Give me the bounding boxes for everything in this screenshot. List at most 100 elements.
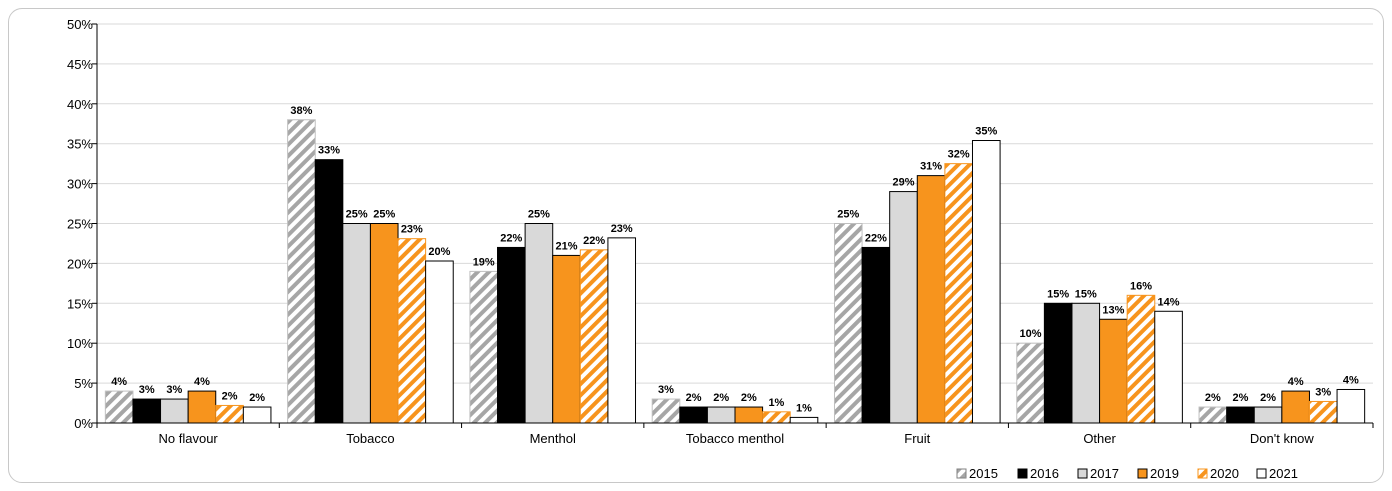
y-tick-label: 15% [67, 296, 93, 311]
data-label-2015-4: 25% [837, 209, 859, 221]
data-label-2021-0: 2% [249, 392, 265, 404]
y-tick-label: 40% [67, 97, 93, 112]
data-label-2017-1: 25% [346, 209, 368, 221]
bar-2019-4 [916, 175, 946, 424]
bar-2017-1 [342, 223, 371, 424]
legend-item-2021: 2021 [1256, 466, 1298, 481]
data-label-2020-6: 3% [1315, 386, 1331, 398]
data-label-2015-2: 19% [473, 256, 495, 268]
bar-2017-3 [706, 406, 736, 424]
data-label-2020-1: 23% [401, 224, 423, 236]
data-label-2017-6: 2% [1260, 392, 1276, 404]
legend-item-2016: 2016 [1017, 466, 1059, 481]
bar-2019-0 [187, 390, 217, 424]
data-label-2020-3: 1% [768, 397, 784, 409]
legend-label: 2016 [1030, 466, 1059, 481]
data-label-2017-3: 2% [713, 392, 729, 404]
category-label: Tobacco [346, 431, 394, 446]
bar-2020-5 [1126, 294, 1156, 424]
category-label: Other [1083, 431, 1116, 446]
bar-2015-6 [1198, 406, 1228, 424]
data-label-2021-1: 20% [428, 246, 450, 258]
data-label-2019-0: 4% [194, 376, 210, 388]
data-label-2016-5: 15% [1047, 288, 1069, 300]
bar-2021-0 [242, 406, 272, 424]
bar-2020-4 [944, 163, 973, 424]
data-label-2019-3: 2% [741, 392, 757, 404]
data-label-2021-6: 4% [1343, 374, 1359, 386]
data-label-2016-2: 22% [500, 232, 522, 244]
data-label-2017-4: 29% [892, 177, 914, 189]
legend-item-2019: 2019 [1137, 466, 1179, 481]
legend-label: 2015 [969, 466, 998, 481]
legend-item-2020: 2020 [1197, 466, 1239, 481]
y-tick-label: 45% [67, 57, 93, 72]
category-label: Don't know [1250, 431, 1315, 446]
data-label-2016-1: 33% [318, 145, 340, 157]
bar-2021-6 [1336, 388, 1366, 424]
bar-2019-3 [734, 406, 764, 424]
bar-2020-0 [215, 404, 244, 424]
bar-2019-6 [1281, 390, 1310, 424]
data-label-2017-5: 15% [1075, 288, 1097, 300]
legend-swatch [956, 468, 967, 479]
category-label: Menthol [530, 431, 576, 446]
bar-2016-5 [1043, 302, 1073, 424]
y-tick-label: 10% [67, 336, 93, 351]
bar-2020-6 [1308, 400, 1338, 424]
bar-2015-4 [833, 223, 863, 424]
data-label-2019-1: 25% [373, 209, 395, 221]
category-label: No flavour [159, 431, 219, 446]
data-label-2020-5: 16% [1130, 280, 1152, 292]
bar-2015-5 [1016, 342, 1045, 424]
data-label-2020-4: 32% [948, 149, 970, 161]
data-label-2019-4: 31% [920, 161, 942, 173]
data-label-2020-2: 22% [583, 235, 605, 247]
data-label-2015-6: 2% [1205, 392, 1221, 404]
bar-2017-4 [889, 191, 918, 424]
bar-2021-2 [607, 237, 637, 424]
category-label: Fruit [904, 431, 930, 446]
y-tick-label: 30% [67, 177, 93, 192]
legend-label: 2021 [1269, 466, 1298, 481]
legend-item-2017: 2017 [1077, 466, 1119, 481]
y-tick-label: 35% [67, 137, 93, 152]
y-axis: 0% 5% 10% 15% 20% 25% 30% 35% 40% 45% 50% [67, 17, 98, 431]
bar-2016-0 [132, 398, 162, 424]
bar-2020-3 [762, 411, 791, 424]
bars [104, 119, 1366, 424]
bar-2016-3 [679, 406, 708, 424]
data-label-2021-3: 1% [796, 402, 812, 414]
legend-label: 2019 [1150, 466, 1179, 481]
data-label-2015-3: 3% [658, 384, 674, 396]
y-tick-label: 0% [74, 416, 93, 431]
bar-2021-4 [971, 140, 1001, 424]
bar-2015-2 [469, 270, 499, 424]
bar-2016-1 [314, 159, 344, 424]
legend: 2015 2016 2017 2019 2020 2021 [956, 466, 1298, 481]
data-label-2016-4: 22% [865, 232, 887, 244]
bar-2021-3 [789, 416, 819, 424]
data-label-2015-5: 10% [1020, 328, 1042, 340]
legend-item-2015: 2015 [956, 466, 998, 481]
data-label-2019-6: 4% [1288, 376, 1304, 388]
bar-2016-4 [861, 246, 891, 424]
bar-2015-3 [651, 398, 681, 424]
legend-label: 2020 [1210, 466, 1239, 481]
bar-2021-1 [425, 260, 454, 424]
data-label-2016-0: 3% [139, 384, 155, 396]
data-label-2019-5: 13% [1102, 304, 1124, 316]
bar-2017-2 [524, 223, 554, 424]
y-tick-label: 50% [67, 17, 93, 32]
y-tick-label: 20% [67, 256, 93, 271]
data-labels: 4% 3% 3% 4% 2% 2% 38% 33% 25% 25% 23% 20% 19% 22% 25% 2… [111, 105, 1359, 415]
data-label-2019-2: 21% [555, 240, 577, 252]
bar-2017-6 [1253, 406, 1283, 424]
data-label-2017-0: 3% [166, 384, 182, 396]
data-label-2021-4: 35% [975, 126, 997, 138]
data-label-2021-5: 14% [1158, 296, 1180, 308]
data-label-2021-2: 23% [611, 223, 633, 235]
bar-2019-5 [1099, 318, 1128, 424]
y-tick-label: 25% [67, 217, 93, 232]
